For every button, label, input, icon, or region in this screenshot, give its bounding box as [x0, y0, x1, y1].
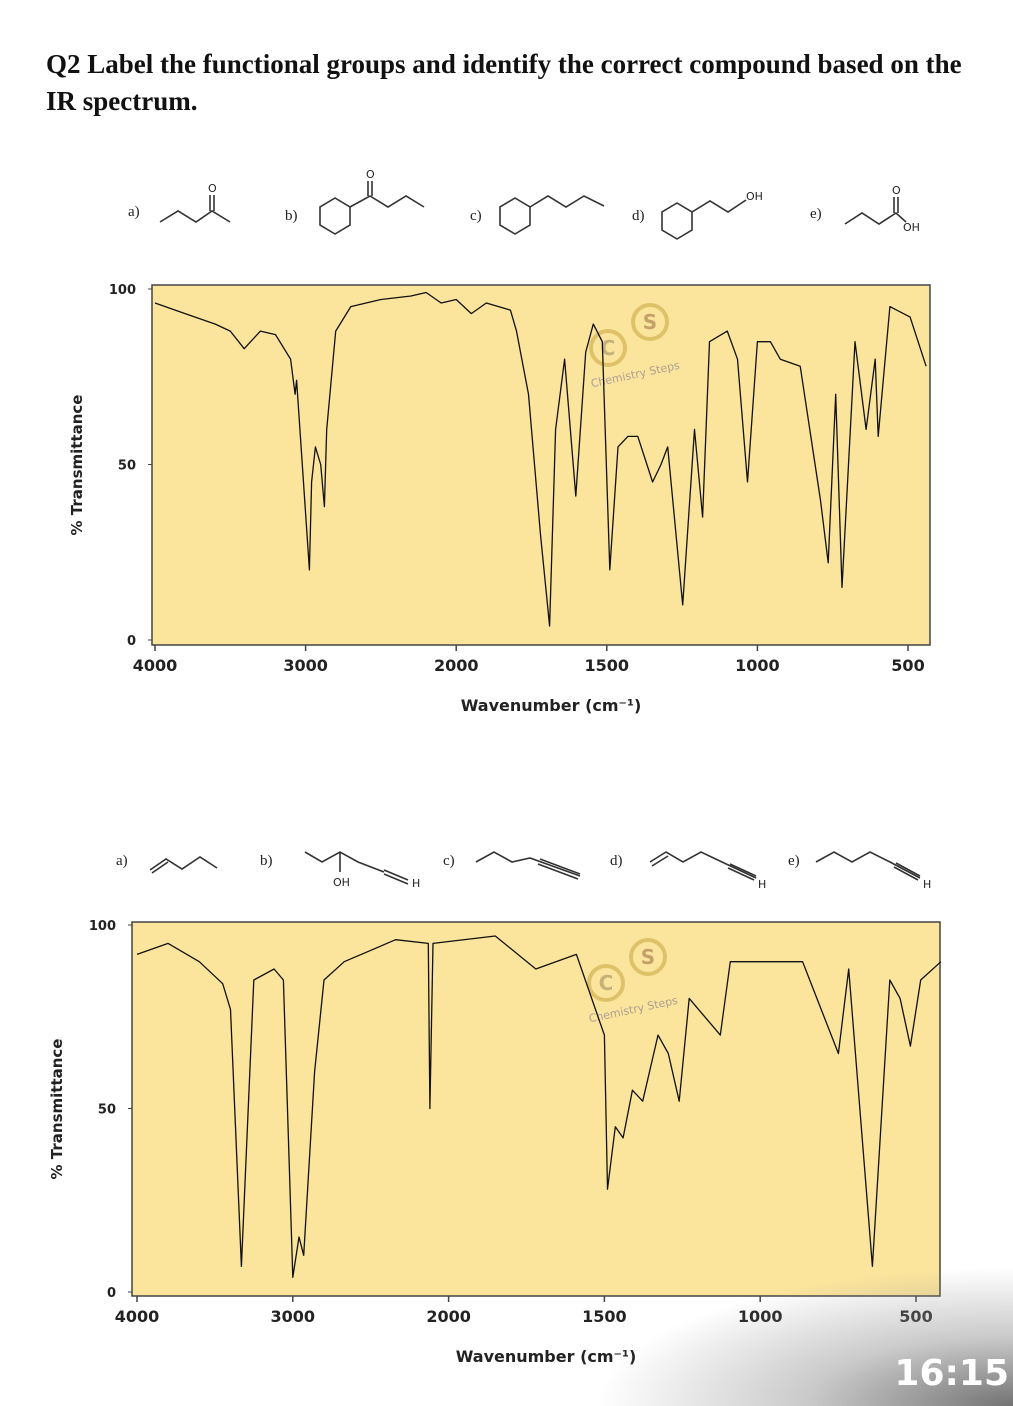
ring: [319, 197, 351, 235]
option-label: e): [810, 206, 822, 222]
x-tick-label: 4000: [115, 1307, 160, 1326]
watermark-badge: [589, 329, 627, 367]
bond: [367, 181, 373, 196]
atom: OH: [333, 876, 350, 889]
x-tick-label: 2000: [426, 1307, 471, 1326]
x-tick-label: 3000: [283, 656, 328, 675]
option-label: a): [128, 204, 140, 220]
x-tick-label: 2000: [434, 656, 479, 675]
clock: 16:15: [894, 1353, 1009, 1394]
ir-chart: 4000 3000 2000 1500 1000 500 0 50 100 Wavenumber …: [68, 283, 931, 715]
atom: H: [412, 877, 420, 890]
ir-chart: 40003000200015001000500050100Wavenumber …: [48, 919, 942, 1366]
bond: [149, 856, 218, 871]
ring: [661, 202, 693, 240]
option-label: b): [260, 853, 273, 869]
atom: O: [366, 168, 375, 181]
y-axis-label: % Transmittance: [48, 1039, 66, 1180]
bond: [209, 195, 215, 211]
spectrum-line: [154, 291, 927, 627]
plot-area: [131, 921, 941, 1297]
screen-shade: [593, 1266, 1013, 1406]
bond: [893, 197, 899, 213]
bond: [151, 861, 169, 874]
watermark-letter: C: [601, 336, 616, 360]
option-label: b): [285, 208, 298, 224]
bond: [649, 851, 757, 879]
option-label: e): [788, 853, 800, 869]
watermark-letter: C: [599, 971, 614, 995]
atom: O: [892, 184, 901, 197]
bond: [691, 199, 747, 213]
x-axis-label: Wavenumber (cm⁻¹): [456, 1347, 637, 1366]
bond: [815, 851, 921, 879]
option-label: c): [470, 208, 482, 224]
atom: O: [208, 182, 217, 195]
y-tick-label: 0: [107, 1286, 116, 1301]
bond: [475, 851, 581, 877]
atom: H: [758, 878, 766, 891]
option-label: d): [632, 208, 645, 224]
x-tick-label: 1000: [735, 656, 780, 675]
y-tick-label: 50: [98, 1103, 116, 1118]
y-axis-label: % Transmittance: [68, 395, 86, 536]
watermark-badge: [629, 938, 667, 976]
y-tick-label: 100: [109, 283, 136, 298]
bond: [349, 195, 425, 208]
watermark-letter: S: [641, 945, 655, 969]
question: Q2 Label the functional groups and ident…: [46, 49, 962, 116]
option-label: c): [443, 853, 455, 869]
bond: [651, 855, 757, 881]
bond: [529, 195, 605, 208]
structures-row-2: a) b) OH H c) d) H e) H: [116, 851, 931, 891]
bond: [339, 852, 409, 885]
y-tick-label: 100: [89, 919, 116, 934]
bond: [537, 858, 581, 880]
bond: [844, 211, 907, 225]
option-label: a): [116, 853, 128, 869]
atom: H: [923, 878, 931, 891]
x-axis-label: Wavenumber (cm⁻¹): [461, 696, 642, 715]
bond: [304, 851, 385, 873]
watermark-badge: [631, 303, 669, 341]
plot-area: [151, 284, 931, 646]
option-label: d): [610, 853, 623, 869]
ring: [499, 197, 531, 235]
watermark-badge: [587, 964, 625, 1002]
structures-row-1: a) O b) O c) d) OH e) O OH: [128, 168, 920, 240]
bond: [159, 210, 231, 223]
bond: [893, 862, 921, 881]
spectrum-line: [136, 935, 942, 1278]
x-tick-label: 3000: [271, 1307, 316, 1326]
atom: OH: [746, 190, 763, 203]
x-tick-label: 4000: [133, 656, 178, 675]
y-tick-label: 50: [118, 459, 136, 474]
x-tick-label: 1500: [585, 656, 630, 675]
watermark-letter: S: [643, 310, 657, 334]
y-tick-label: 0: [127, 634, 136, 649]
x-tick-label: 500: [891, 656, 924, 675]
atom: OH: [903, 221, 920, 234]
